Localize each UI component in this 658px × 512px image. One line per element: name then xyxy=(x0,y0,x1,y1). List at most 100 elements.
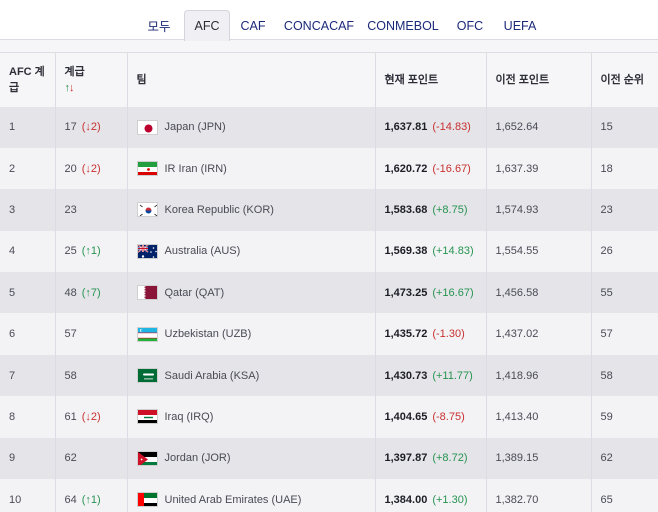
tab-conmebol[interactable]: CONMEBOL xyxy=(367,18,439,33)
team-cell[interactable]: Australia (AUS) xyxy=(127,230,376,273)
rank-value: 17 xyxy=(64,121,77,134)
table-row[interactable]: 2 20 (↓2) IR Iran (IRN) 1,620.72 (-16.67) 1,63… xyxy=(0,147,658,190)
team-header-label: 팀 xyxy=(136,73,147,86)
table-row[interactable]: 1 17 (↓2) Japan (JPN) 1,637.81 (-14.83) 1,652.… xyxy=(0,106,658,148)
previous-points-cell: 1,456.58 xyxy=(486,272,592,314)
current-points-cell: 1,435.72 (-1.30) xyxy=(375,313,487,355)
rank-value: 20 xyxy=(64,162,77,175)
points-change: (+14.83) xyxy=(432,245,474,258)
team-name[interactable]: Iraq (IRQ) xyxy=(164,410,214,423)
team-name[interactable]: Saudi Arabia (KSA) xyxy=(164,369,260,382)
table-row[interactable]: 4 25 (↑1) Australia (AUS) 1,569.38 (+14.83) 1,… xyxy=(0,230,658,273)
team-name[interactable]: Jordan (JOR) xyxy=(164,452,231,465)
table-row[interactable]: 5 48 (↑7) Qatar (QAT) 1,473.25 (+16.67) 1,456.… xyxy=(0,272,658,314)
team-cell[interactable]: Japan (JPN) xyxy=(127,106,376,148)
rank-cell: 20 (↓2) xyxy=(55,147,128,190)
rank-movement: (↑7) xyxy=(81,286,101,299)
sort-up-icon: ↑ xyxy=(64,81,70,94)
tab-uefa[interactable]: UEFA xyxy=(503,18,537,33)
table-row[interactable]: 9 62 Jordan (JOR) 1,397.87 (+8.72) 1,389.15 62 xyxy=(0,437,658,480)
current-points-cell: 1,430.73 (+11.77) xyxy=(375,354,487,397)
team-name[interactable]: Qatar (QAT) xyxy=(164,286,225,299)
current-points-cell: 1,384.00 (+1.30) xyxy=(375,479,487,512)
rank-cell: 62 xyxy=(55,437,128,480)
team-name[interactable]: United Arab Emirates (UAE) xyxy=(164,493,302,506)
table-row[interactable]: 10 64 (↑1) United Arab Emirates (UAE) 1,384.… xyxy=(0,479,658,512)
team-cell[interactable]: Uzbekistan (UZB) xyxy=(127,313,376,355)
points-change: (+8.72) xyxy=(432,452,468,465)
tab-caf[interactable]: CAF xyxy=(240,18,266,33)
rank-movement: (↑1) xyxy=(81,245,101,258)
team-name[interactable]: Australia (AUS) xyxy=(164,245,241,258)
previous-points-cell: 1,437.02 xyxy=(486,313,592,355)
team-cell[interactable]: Qatar (QAT) xyxy=(127,272,376,314)
current-points-value: 1,397.87 xyxy=(384,452,428,465)
rank-value: 23 xyxy=(64,203,77,216)
confederation-tabs: 모두 AFC CAF CONCACAF CONMEBOL OFC UEFA xyxy=(0,0,658,41)
team-name[interactable]: IR Iran (IRN) xyxy=(164,162,227,175)
current-points-cell: 1,473.25 (+16.67) xyxy=(375,272,487,314)
rank-value: 25 xyxy=(64,245,77,258)
rankings-table: AFC 계급 계급 ↑↓ 팀 현재 포인트 이전 포인트 이전 순위 1 17 (↓… xyxy=(0,52,658,512)
previous-points-cell: 1,389.15 xyxy=(486,437,592,480)
sort-arrows-icon[interactable]: ↑↓ xyxy=(65,80,127,96)
current-points-value: 1,435.72 xyxy=(384,328,428,341)
current-points-cell: 1,397.87 (+8.72) xyxy=(375,437,487,480)
table-row[interactable]: 3 23 Korea Republic (KOR) 1,583.68 (+8.75) 1,… xyxy=(0,189,658,231)
rank-cell: 61 (↓2) xyxy=(55,396,128,438)
column-header-team[interactable]: 팀 xyxy=(127,52,376,107)
uzbekistan-flag-icon xyxy=(136,326,158,342)
tab-afc[interactable]: AFC xyxy=(184,10,230,41)
column-header-current-points[interactable]: 현재 포인트 xyxy=(375,52,487,107)
previous-rank-cell: 18 xyxy=(600,162,613,175)
qatar-flag-icon xyxy=(136,285,158,301)
table-row[interactable]: 6 57 Uzbekistan (UZB) 1,435.72 (-1.30) 1,437.… xyxy=(0,313,658,355)
table-row[interactable]: 7 58 Saudi Arabia (KSA) 1,430.73 (+11.77) 1,4… xyxy=(0,354,658,397)
saudi-arabia-flag-icon xyxy=(136,368,158,384)
column-header-previous-rank[interactable]: 이전 순위 xyxy=(591,53,658,107)
afc-rank-header-label: AFC 계급 xyxy=(9,65,45,94)
tab-all[interactable]: 모두 xyxy=(147,20,171,34)
team-cell[interactable]: Korea Republic (KOR) xyxy=(127,189,376,231)
team-cell[interactable]: Jordan (JOR) xyxy=(127,437,376,480)
current-points-value: 1,637.81 xyxy=(384,121,428,134)
rank-movement: (↓2) xyxy=(81,162,101,175)
column-header-afc-rank[interactable]: AFC 계급 xyxy=(0,52,56,107)
team-cell[interactable]: United Arab Emirates (UAE) xyxy=(127,479,376,512)
previous-rank-cell: 23 xyxy=(600,203,613,216)
afc-rank-cell: 3 xyxy=(0,189,56,231)
tab-concacaf[interactable]: CONCACAF xyxy=(283,18,355,33)
column-header-previous-points[interactable]: 이전 포인트 xyxy=(486,52,592,107)
team-cell[interactable]: IR Iran (IRN) xyxy=(127,147,376,190)
team-name[interactable]: Korea Republic (KOR) xyxy=(164,203,274,216)
previous-rank-cell: 57 xyxy=(600,328,613,341)
team-name[interactable]: Japan (JPN) xyxy=(164,121,226,134)
tab-ofc[interactable]: OFC xyxy=(456,18,484,33)
rank-cell: 58 xyxy=(55,354,128,397)
previous-rank-cell: 26 xyxy=(600,245,613,258)
team-cell[interactable]: Iraq (IRQ) xyxy=(127,396,376,438)
rank-cell: 25 (↑1) xyxy=(55,230,128,273)
points-change: (-8.75) xyxy=(432,410,465,423)
afc-rank-cell: 5 xyxy=(0,272,56,314)
australia-flag-icon xyxy=(136,243,158,259)
afc-rank-cell: 6 xyxy=(0,313,56,355)
sort-down-icon: ↓ xyxy=(69,81,74,94)
points-change: (+16.67) xyxy=(432,286,474,299)
previous-points-cell: 1,554.55 xyxy=(486,230,592,273)
current-points-cell: 1,583.68 (+8.75) xyxy=(375,189,487,231)
team-name[interactable]: Uzbekistan (UZB) xyxy=(164,328,252,341)
points-change: (-16.67) xyxy=(432,162,471,175)
rank-movement: (↓2) xyxy=(81,410,101,423)
column-header-rank[interactable]: 계급 ↑↓ xyxy=(55,52,128,107)
points-change: (+11.77) xyxy=(432,369,473,382)
current-points-value: 1,384.00 xyxy=(384,493,428,506)
rank-value: 57 xyxy=(64,328,77,341)
rank-cell: 48 (↑7) xyxy=(55,272,128,314)
team-cell[interactable]: Saudi Arabia (KSA) xyxy=(127,354,376,397)
korea-flag-icon xyxy=(136,202,158,218)
previous-rank-cell: 15 xyxy=(600,121,613,134)
table-row[interactable]: 8 61 (↓2) Iraq (IRQ) 1,404.65 (-8.75) 1,413.40… xyxy=(0,396,658,438)
previous-points-cell: 1,418.96 xyxy=(486,354,592,397)
rank-value: 58 xyxy=(64,369,77,382)
